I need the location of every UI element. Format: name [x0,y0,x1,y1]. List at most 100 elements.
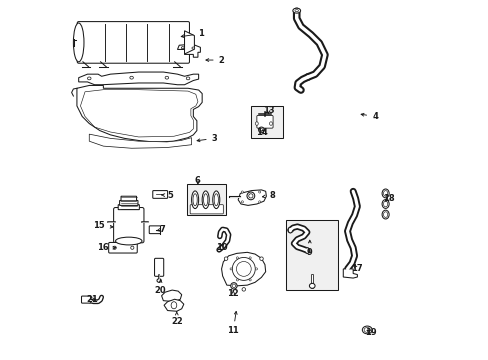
Ellipse shape [383,201,387,207]
Ellipse shape [246,192,254,200]
Ellipse shape [224,257,227,260]
Polygon shape [184,31,194,54]
Ellipse shape [255,268,257,270]
Text: 9: 9 [306,240,312,257]
FancyBboxPatch shape [190,205,223,214]
Ellipse shape [236,279,238,281]
Text: 15: 15 [93,221,113,230]
Ellipse shape [87,77,91,80]
Text: 18: 18 [382,194,393,203]
Text: 6: 6 [195,176,201,185]
Text: 20: 20 [154,280,166,294]
Text: 8: 8 [262,191,274,200]
Ellipse shape [73,23,84,62]
Ellipse shape [259,257,263,260]
Ellipse shape [258,201,260,203]
FancyBboxPatch shape [152,190,167,198]
Ellipse shape [241,191,243,193]
Ellipse shape [362,326,371,334]
Text: 3: 3 [197,134,217,143]
Ellipse shape [232,284,235,288]
FancyBboxPatch shape [108,242,137,253]
Polygon shape [343,269,357,278]
Ellipse shape [292,8,300,13]
Ellipse shape [193,194,197,206]
Ellipse shape [171,302,176,309]
Ellipse shape [381,210,388,219]
Ellipse shape [214,194,218,206]
Ellipse shape [165,76,168,79]
Ellipse shape [255,122,258,125]
Ellipse shape [287,227,292,233]
Ellipse shape [191,191,198,208]
Ellipse shape [229,268,232,270]
Bar [285,220,338,290]
Ellipse shape [248,257,251,259]
FancyBboxPatch shape [149,226,160,234]
Ellipse shape [236,261,251,276]
Ellipse shape [236,257,238,259]
Ellipse shape [260,129,263,131]
Polygon shape [89,134,191,148]
Polygon shape [164,299,183,311]
Text: 13: 13 [262,105,274,114]
Ellipse shape [241,201,243,203]
Ellipse shape [258,127,264,133]
Ellipse shape [230,283,237,289]
Text: 7: 7 [157,225,165,234]
Text: 21: 21 [86,295,98,304]
FancyBboxPatch shape [77,22,189,63]
FancyBboxPatch shape [121,196,136,201]
Ellipse shape [383,190,387,196]
Ellipse shape [202,191,209,208]
Polygon shape [238,190,266,206]
Ellipse shape [181,47,184,49]
Text: 4: 4 [361,112,377,121]
Bar [250,106,283,138]
Ellipse shape [248,194,252,198]
Ellipse shape [203,194,207,206]
FancyBboxPatch shape [81,296,90,303]
FancyBboxPatch shape [118,205,139,210]
Ellipse shape [294,10,298,12]
Bar [187,184,225,215]
Ellipse shape [381,199,388,208]
Text: 12: 12 [227,289,239,298]
Text: 10: 10 [215,243,227,252]
Ellipse shape [113,246,116,249]
Polygon shape [177,45,200,57]
Text: 2: 2 [205,55,224,64]
Ellipse shape [115,237,142,245]
Ellipse shape [232,257,255,280]
Ellipse shape [248,279,251,281]
Text: 22: 22 [170,312,182,326]
FancyBboxPatch shape [120,201,138,206]
Polygon shape [79,72,198,85]
Polygon shape [161,290,182,302]
Ellipse shape [258,191,260,193]
Ellipse shape [381,189,388,198]
FancyBboxPatch shape [154,258,163,276]
FancyBboxPatch shape [256,116,272,128]
Polygon shape [221,252,265,286]
Text: 11: 11 [227,311,239,336]
Ellipse shape [305,248,309,253]
Text: 16: 16 [97,243,116,252]
Ellipse shape [212,191,219,208]
Text: 5: 5 [162,191,173,200]
Ellipse shape [242,288,245,291]
Ellipse shape [130,246,134,249]
Text: 1: 1 [181,29,204,38]
Ellipse shape [364,328,370,332]
Ellipse shape [309,283,314,288]
Polygon shape [77,85,202,142]
Text: 14: 14 [255,128,267,137]
Text: 17: 17 [350,264,362,273]
Ellipse shape [269,122,272,125]
Text: 19: 19 [364,328,376,337]
FancyBboxPatch shape [113,207,143,243]
Ellipse shape [130,76,133,79]
Ellipse shape [157,279,161,282]
Ellipse shape [186,77,189,80]
Ellipse shape [192,47,194,49]
